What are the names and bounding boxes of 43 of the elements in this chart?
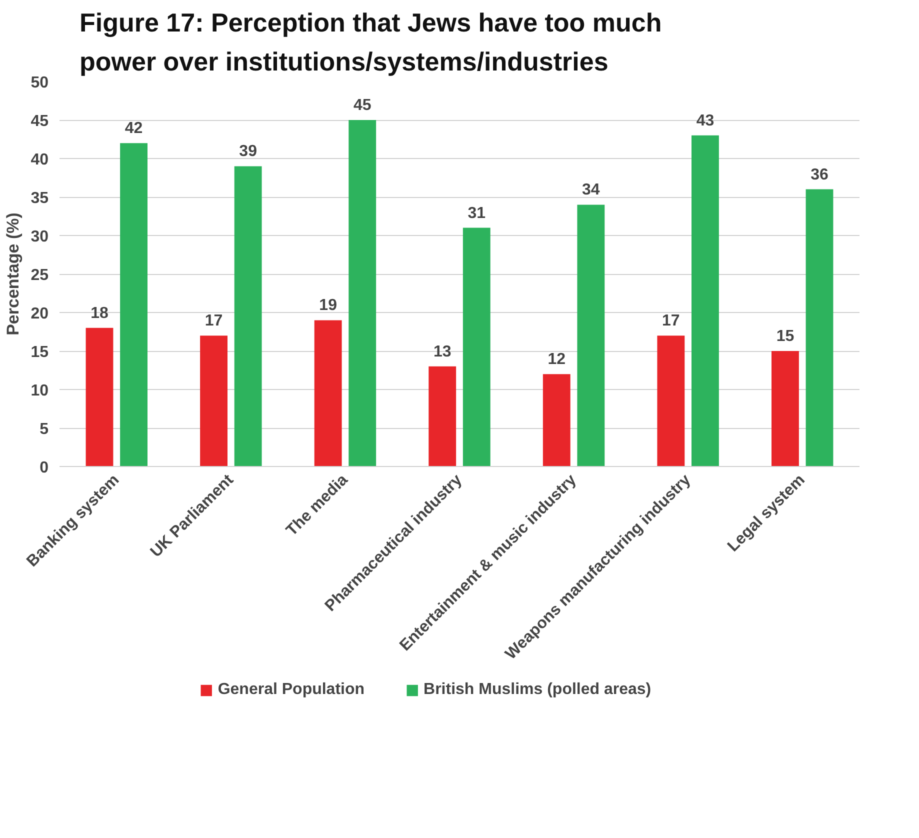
bar xyxy=(692,135,719,466)
y-tick-label: 15 xyxy=(30,344,49,361)
bar xyxy=(428,366,456,466)
bar xyxy=(806,189,834,466)
y-tick-label: 50 xyxy=(30,74,49,92)
data-label: 18 xyxy=(90,304,108,322)
bar xyxy=(120,143,148,466)
data-label: 13 xyxy=(433,343,452,360)
data-label: 17 xyxy=(204,312,223,330)
y-tick-label: 25 xyxy=(30,267,49,284)
data-label: 45 xyxy=(353,97,372,114)
y-tick-label: 5 xyxy=(40,421,49,438)
y-tick-label: 45 xyxy=(30,113,49,130)
data-label: 17 xyxy=(662,312,680,330)
chart-title: Figure 17: Perception that Jews have too much power over institutions/systems/industries xyxy=(80,8,662,76)
bar xyxy=(234,166,262,466)
data-label: 43 xyxy=(696,112,714,130)
y-axis-title: Percentage (%) xyxy=(4,212,23,336)
bar xyxy=(200,336,228,466)
legend-label: General Population xyxy=(218,681,365,699)
data-label: 15 xyxy=(776,328,794,345)
y-tick-label: 0 xyxy=(40,460,49,476)
bar xyxy=(542,374,570,466)
y-tick-label: 40 xyxy=(30,152,49,168)
data-label: 12 xyxy=(548,351,566,368)
bar xyxy=(462,228,490,466)
bar xyxy=(577,204,605,466)
y-tick-label: 10 xyxy=(30,382,49,400)
data-label: 39 xyxy=(239,143,258,160)
bar xyxy=(86,328,114,466)
y-tick-label: 30 xyxy=(30,228,49,246)
data-label: 31 xyxy=(468,204,486,222)
y-tick-label: 35 xyxy=(30,190,49,207)
data-label: 36 xyxy=(810,166,828,184)
data-label: 42 xyxy=(124,120,143,138)
bar xyxy=(657,336,685,466)
bar xyxy=(314,320,342,466)
data-label: 19 xyxy=(319,297,338,314)
data-label: 34 xyxy=(582,182,600,199)
y-tick-label: 20 xyxy=(30,306,49,322)
bar xyxy=(348,120,376,466)
bar xyxy=(772,351,799,466)
legend-label: British Muslims (polled areas) xyxy=(424,681,652,699)
